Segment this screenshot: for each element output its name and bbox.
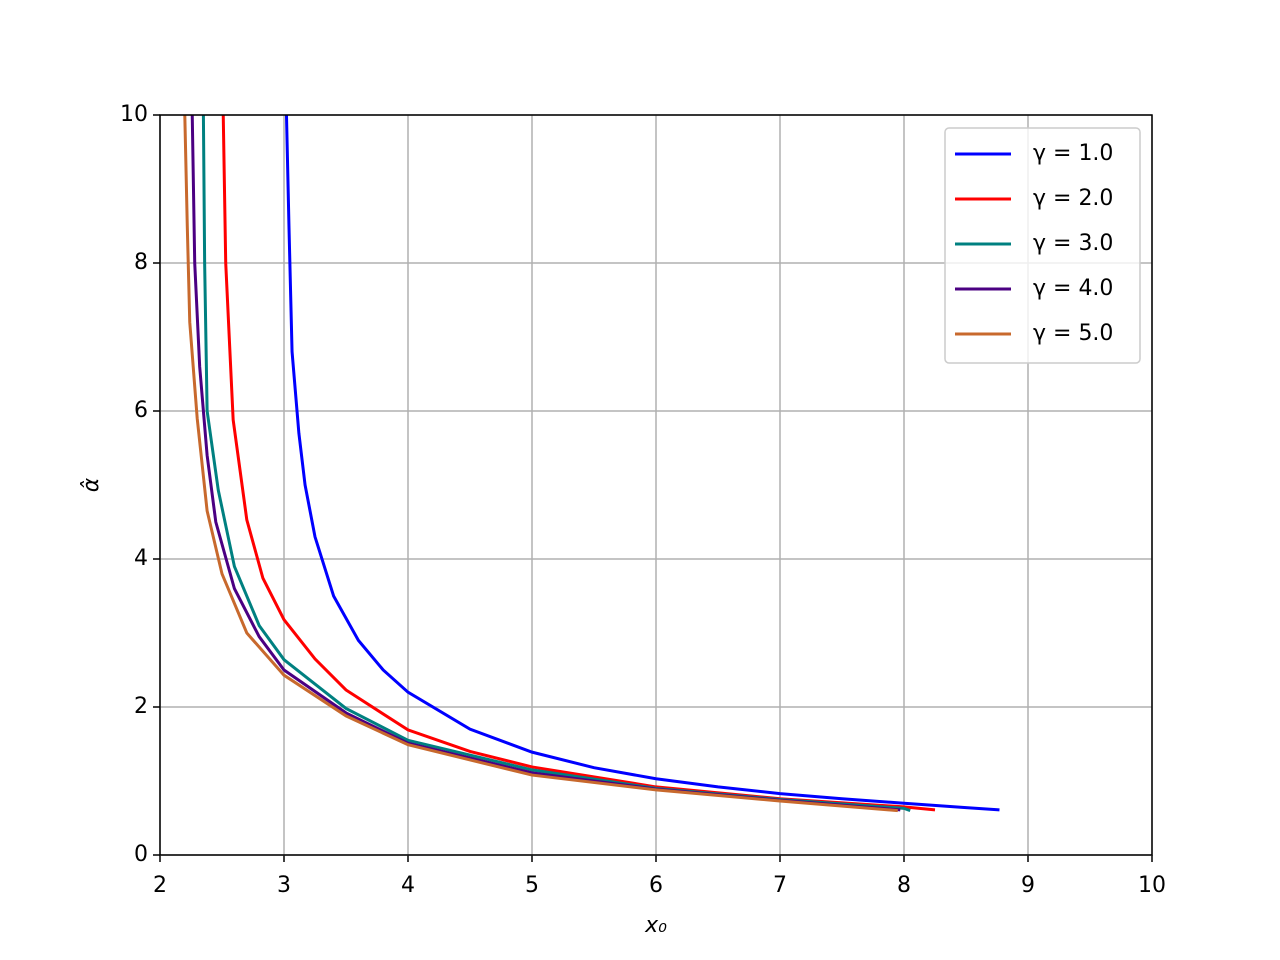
legend-label: γ = 5.0 [1033, 321, 1113, 346]
x-axis-label: x₀ [644, 913, 667, 938]
y-tick-label: 10 [120, 102, 148, 127]
y-tick-label: 2 [134, 694, 148, 719]
legend-box [944, 127, 1141, 364]
y-axis-label: α̂ [79, 477, 104, 492]
legend-label: γ = 1.0 [1033, 141, 1113, 166]
x-tick-label: 6 [649, 873, 663, 898]
x-tick-label: 2 [153, 873, 167, 898]
y-tick-label: 8 [134, 250, 148, 275]
x-tick-label: 8 [897, 873, 911, 898]
y-tick-label: 0 [134, 842, 148, 867]
legend-label: γ = 3.0 [1033, 231, 1113, 256]
x-tick-label: 9 [1021, 873, 1035, 898]
x-tick-label: 4 [401, 873, 415, 898]
legend-label: γ = 4.0 [1033, 276, 1113, 301]
plot-frame [159, 114, 1153, 856]
series-line [190, 115, 901, 812]
y-tick-label: 6 [134, 398, 148, 423]
x-tick-label: 3 [277, 873, 291, 898]
y-tick-label: 4 [134, 546, 148, 571]
series-line [284, 115, 1000, 812]
x-tick-label: 7 [773, 873, 787, 898]
x-tick-label: 5 [525, 873, 539, 898]
legend-label: γ = 2.0 [1033, 186, 1113, 211]
x-tick-label: 10 [1138, 873, 1166, 898]
series-line [183, 115, 898, 813]
plot-lines [183, 115, 1000, 813]
